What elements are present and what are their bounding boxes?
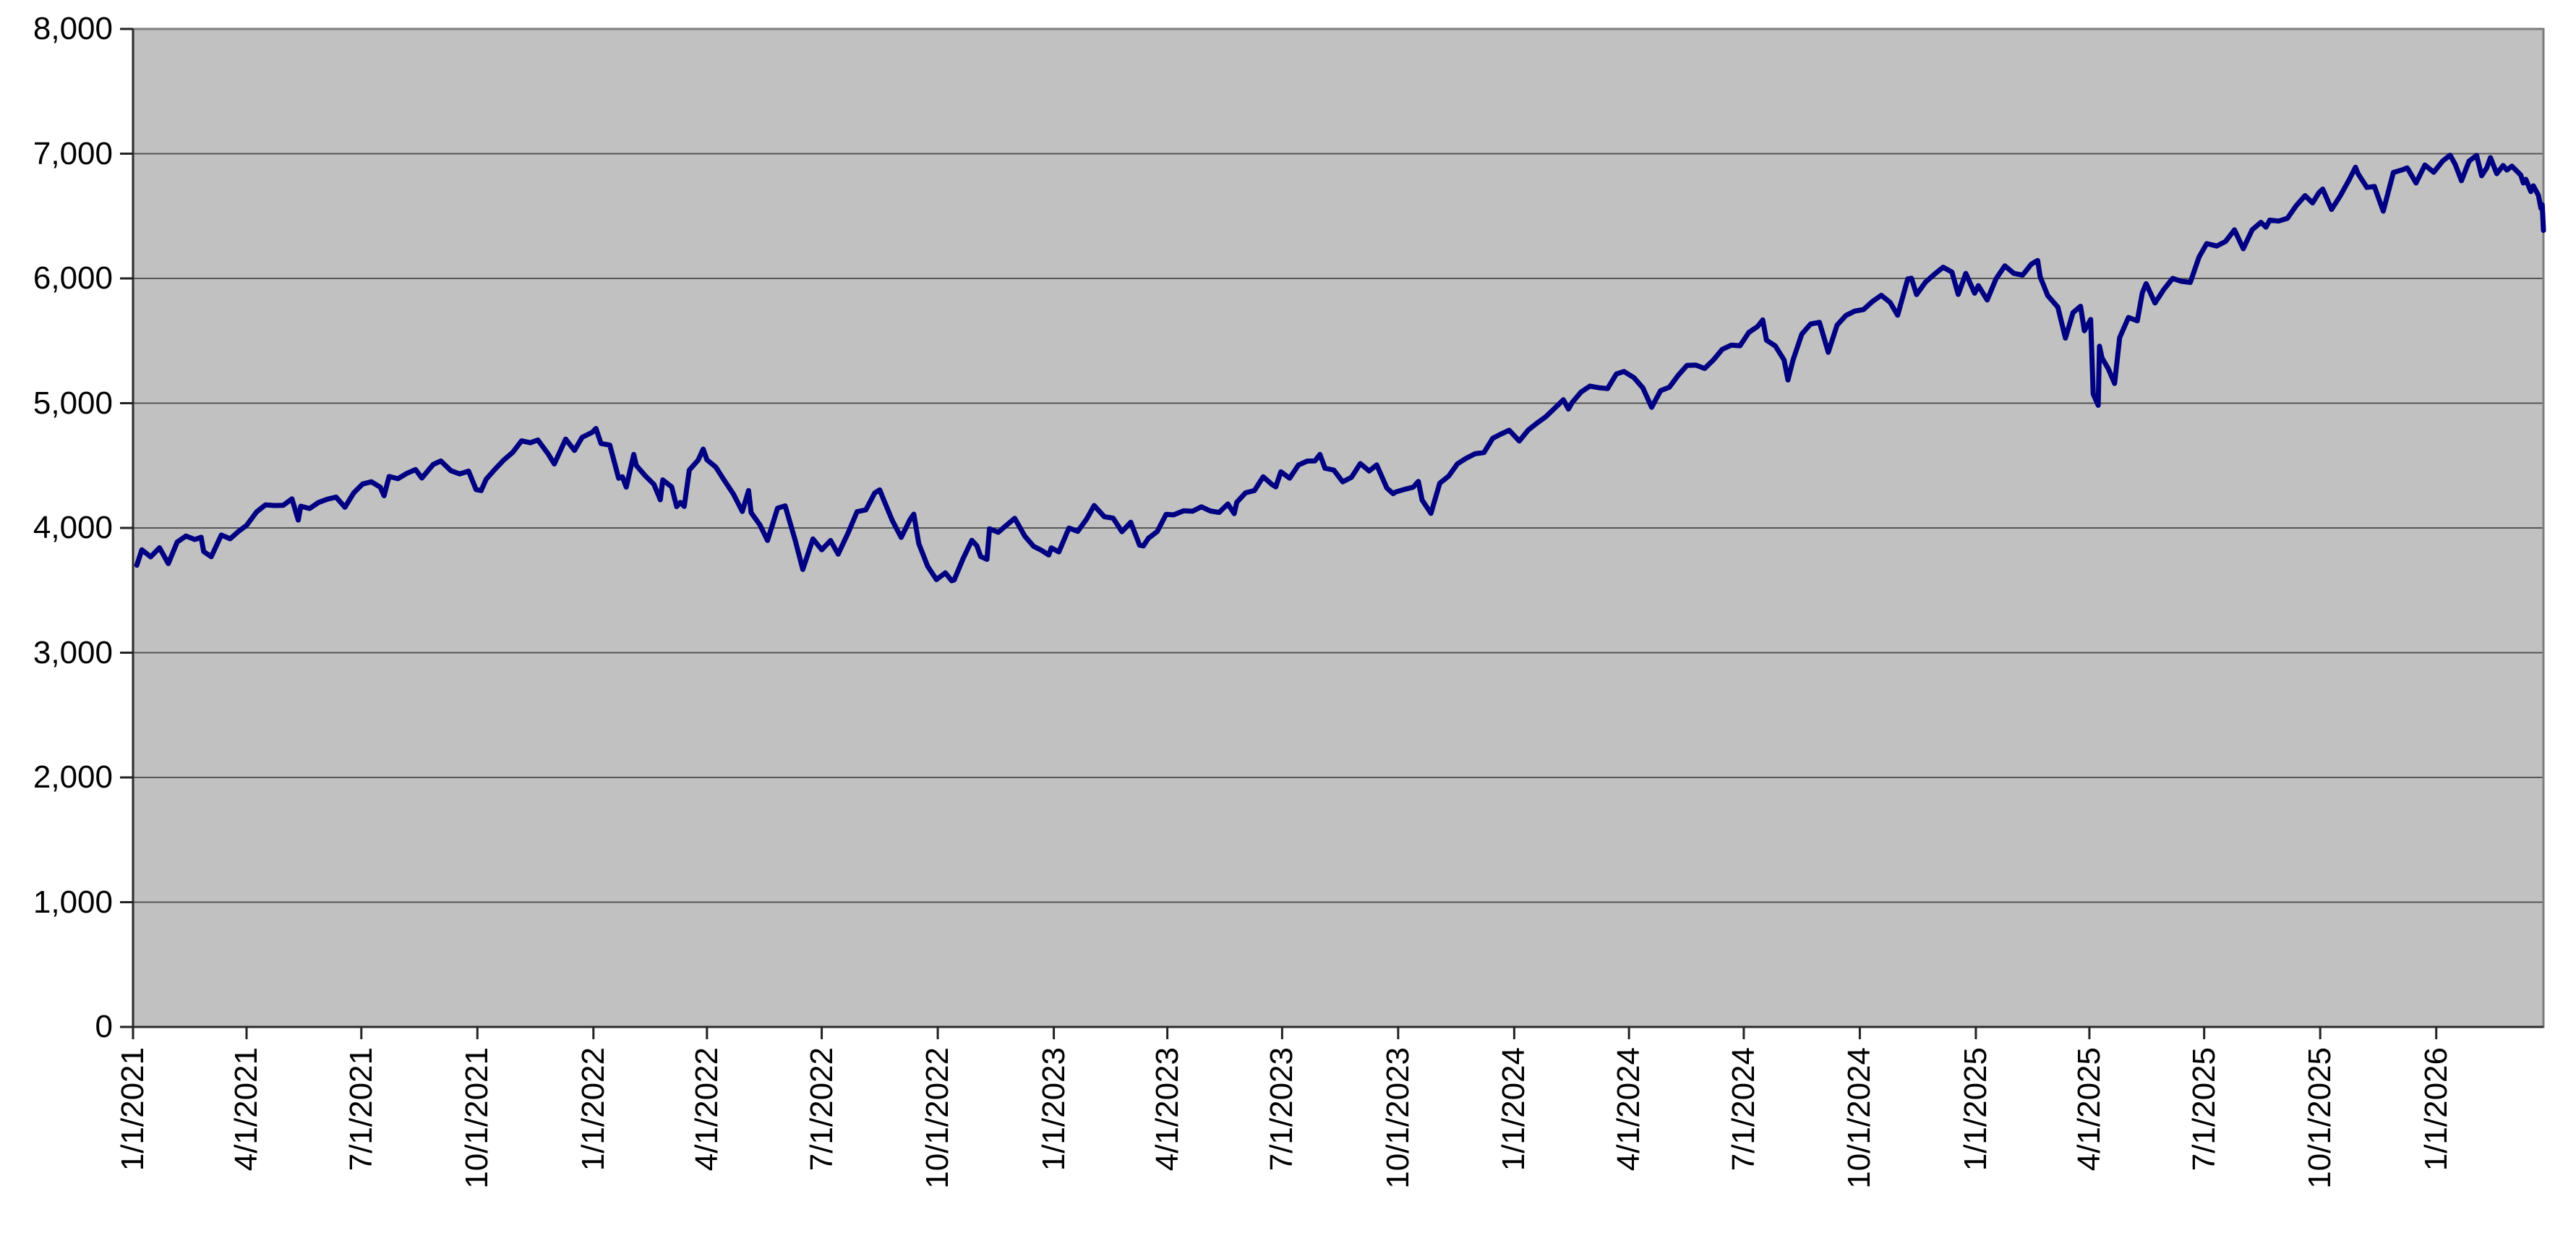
y-axis-label: 5,000: [33, 385, 113, 421]
y-axis-label: 7,000: [33, 135, 113, 171]
y-axis-label: 0: [95, 1009, 113, 1044]
x-axis-label: 1/1/2026: [2418, 1047, 2454, 1172]
x-axis-label: 4/1/2021: [228, 1047, 265, 1172]
y-axis-label: 1,000: [33, 884, 113, 920]
x-axis-label: 1/1/2022: [575, 1047, 611, 1172]
y-axis-label: 8,000: [33, 11, 113, 46]
x-axis-label: 7/1/2024: [1725, 1047, 1761, 1172]
y-axis-label: 2,000: [33, 759, 113, 795]
x-axis-label: 4/1/2022: [688, 1047, 724, 1172]
x-axis-label: 10/1/2022: [920, 1047, 956, 1189]
x-axis-label: 7/1/2025: [2186, 1047, 2222, 1172]
x-axis-label: 1/1/2024: [1496, 1047, 1532, 1172]
y-axis-label: 3,000: [33, 634, 113, 670]
x-axis-label: 4/1/2023: [1149, 1047, 1185, 1172]
x-axis-label: 10/1/2023: [1379, 1047, 1416, 1189]
x-axis-label: 7/1/2022: [803, 1047, 839, 1172]
x-axis-label: 7/1/2023: [1264, 1047, 1300, 1172]
x-axis-label: 10/1/2024: [1841, 1047, 1878, 1189]
x-axis-label: 4/1/2024: [1611, 1047, 1647, 1172]
x-axis-label: 1/1/2023: [1035, 1047, 1071, 1172]
x-axis-label: 7/1/2021: [343, 1047, 379, 1172]
x-axis-label: 10/1/2025: [2302, 1047, 2338, 1189]
x-axis-label: 1/1/2025: [1957, 1047, 1993, 1172]
y-axis-label: 4,000: [33, 510, 113, 545]
x-axis-label: 4/1/2025: [2071, 1047, 2107, 1172]
x-axis-label: 1/1/2021: [115, 1047, 150, 1172]
x-axis-label: 10/1/2021: [459, 1047, 495, 1189]
y-axis-label: 6,000: [33, 260, 113, 296]
price-line-series: [134, 153, 2546, 584]
